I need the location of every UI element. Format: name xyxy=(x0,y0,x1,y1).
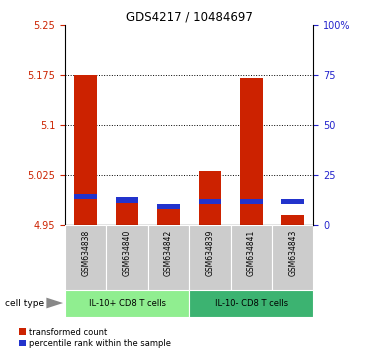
Text: GSM634842: GSM634842 xyxy=(164,230,173,276)
Text: cell type: cell type xyxy=(5,299,44,308)
Bar xyxy=(281,199,304,204)
Bar xyxy=(198,171,221,225)
Text: GSM634840: GSM634840 xyxy=(122,230,132,276)
Bar xyxy=(189,290,313,317)
Bar xyxy=(198,199,221,204)
Bar xyxy=(157,208,180,225)
Bar xyxy=(74,75,97,225)
Bar xyxy=(116,198,138,203)
Text: GSM634838: GSM634838 xyxy=(81,230,90,276)
Bar xyxy=(65,225,106,290)
Bar xyxy=(116,198,138,225)
Bar xyxy=(148,225,189,290)
Bar xyxy=(189,225,231,290)
Bar xyxy=(240,78,263,225)
Bar xyxy=(157,204,180,210)
Bar xyxy=(231,225,272,290)
Text: GSM634841: GSM634841 xyxy=(247,230,256,276)
Polygon shape xyxy=(46,298,63,308)
Bar xyxy=(272,225,313,290)
Text: GSM634843: GSM634843 xyxy=(288,230,297,276)
Bar xyxy=(240,199,263,204)
Bar xyxy=(65,290,189,317)
Bar xyxy=(281,215,304,225)
Legend: transformed count, percentile rank within the sample: transformed count, percentile rank withi… xyxy=(19,327,171,348)
Title: GDS4217 / 10484697: GDS4217 / 10484697 xyxy=(126,11,253,24)
Text: IL-10- CD8 T cells: IL-10- CD8 T cells xyxy=(215,299,288,308)
Text: GSM634839: GSM634839 xyxy=(206,230,214,276)
Bar xyxy=(106,225,148,290)
Text: IL-10+ CD8 T cells: IL-10+ CD8 T cells xyxy=(89,299,165,308)
Bar xyxy=(74,194,97,199)
